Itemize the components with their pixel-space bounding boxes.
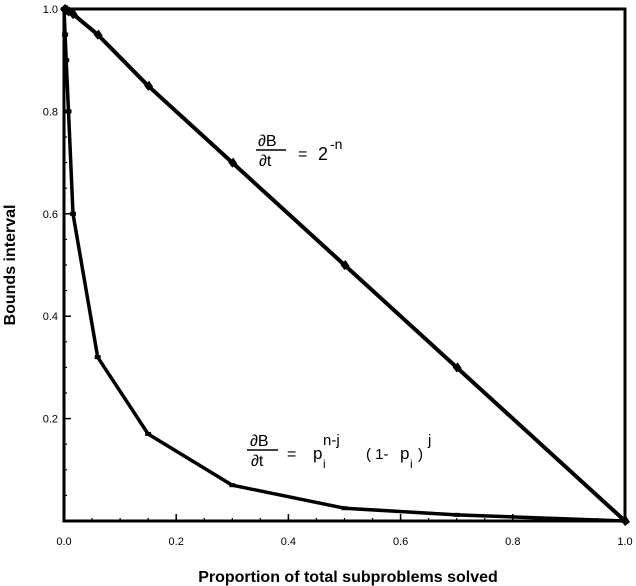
series-2-point <box>63 58 70 63</box>
series-2-point <box>94 355 101 360</box>
annotation-bottom-denominator: ∂t <box>251 453 264 470</box>
series-1-point <box>144 80 154 91</box>
x-tick-label: 0.0 <box>56 536 71 548</box>
series-1-point <box>68 9 78 20</box>
x-tick-label: 0.2 <box>169 536 184 548</box>
series-1-point <box>93 29 103 40</box>
annotation-top-numerator: ∂B <box>258 133 277 150</box>
annotation-top: ∂B ∂t = 2 -n <box>256 133 342 170</box>
series-2-point <box>65 109 72 114</box>
series-2-point <box>145 431 152 436</box>
series-2-point <box>69 211 76 216</box>
series-layer <box>60 4 630 526</box>
annotation-top-exponent: -n <box>330 136 342 152</box>
series-1-point <box>228 157 238 168</box>
tick-labels: 0.0 0.2 0.4 0.6 0.8 1.0 0.2 0.4 0.6 0.8 1.0 <box>43 4 633 548</box>
annotation-bottom-sub1: i <box>323 457 326 471</box>
series-1-point <box>452 362 462 373</box>
y-tick-label: 0.6 <box>43 209 58 221</box>
annotation-bottom-paren-close: ) <box>418 446 423 463</box>
series-2-point <box>229 483 236 488</box>
y-tick-label: 1.0 <box>43 4 58 16</box>
series-2-point <box>341 506 348 511</box>
x-tick-label: 1.0 <box>617 536 632 548</box>
x-tick-label: 0.6 <box>393 536 408 548</box>
y-tick-label: 0.2 <box>43 414 58 426</box>
plot-frame <box>62 7 627 523</box>
annotation-bottom-equals: = <box>287 446 296 463</box>
series-1-point <box>340 260 350 270</box>
annotation-bottom-exp2: j <box>427 432 431 449</box>
x-axis-title: Proportion of total subproblems solved <box>198 569 498 586</box>
annotation-bottom-numerator: ∂B <box>250 433 269 450</box>
annotation-top-denominator: ∂t <box>259 153 272 170</box>
annotation-top-equals: = <box>298 146 307 163</box>
x-tick-label: 0.4 <box>281 536 296 548</box>
annotation-bottom-exp1: n-j <box>323 432 340 449</box>
y-tick-label: 0.8 <box>43 106 58 118</box>
annotation-bottom: ∂B ∂t = p i n-j ( 1- p i ) j <box>247 432 431 471</box>
annotation-bottom-sub2: i <box>410 457 413 471</box>
series-2-point <box>453 512 460 517</box>
annotation-bottom-base1: p <box>313 444 322 463</box>
annotation-bottom-paren-open: ( 1- <box>366 446 389 463</box>
annotation-bottom-base2: p <box>400 444 409 463</box>
y-axis-title: Bounds interval <box>2 205 19 326</box>
annotation-top-base: 2 <box>318 144 328 164</box>
y-tick-label: 0.4 <box>43 311 58 323</box>
x-tick-label: 0.8 <box>505 536 520 548</box>
